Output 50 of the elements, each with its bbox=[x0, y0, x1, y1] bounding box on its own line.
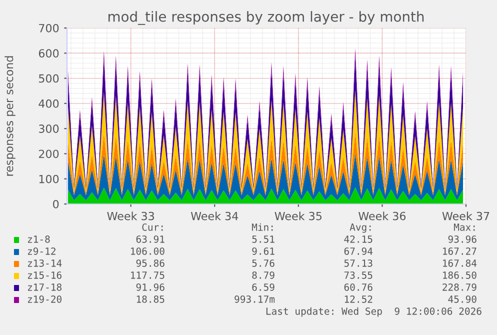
y-tick-label: 500 bbox=[39, 74, 59, 83]
text: 73.55 bbox=[344, 271, 372, 279]
text: 6.59 bbox=[252, 283, 274, 291]
text: 228.79 bbox=[442, 283, 476, 291]
x-tick-label: Week 35 bbox=[274, 212, 322, 220]
text: 117.75 bbox=[131, 272, 164, 279]
text: 106.00 bbox=[131, 247, 164, 255]
text: 95.86 bbox=[136, 259, 164, 267]
text: Cur: bbox=[142, 223, 163, 231]
text: Last update: Wed Sep 9 12:00:06 2026 bbox=[266, 307, 482, 317]
text: 91.96 bbox=[136, 283, 164, 291]
text: 12.52 bbox=[344, 295, 372, 303]
text: 5.76 bbox=[252, 259, 274, 267]
x-tick-label: Week 36 bbox=[358, 212, 406, 220]
y-tick-label: 200 bbox=[38, 150, 59, 158]
text: Avg: bbox=[350, 224, 371, 233]
y-axis-title: responses per second bbox=[4, 56, 16, 176]
y-tick-label: 300 bbox=[39, 124, 59, 133]
y-tick-label: 100 bbox=[39, 174, 59, 184]
text: 45.90 bbox=[448, 295, 476, 303]
text: 167.27 bbox=[443, 247, 476, 255]
x-tick-label: Week 33 bbox=[107, 212, 154, 220]
text: 5.51 bbox=[252, 236, 274, 243]
y-tick-label: 600 bbox=[38, 49, 59, 58]
text: 42.15 bbox=[344, 235, 372, 243]
text: 57.13 bbox=[344, 259, 372, 267]
text: 60.76 bbox=[344, 283, 372, 291]
text: 18.85 bbox=[136, 295, 164, 303]
y-tick-label: 0 bbox=[53, 200, 59, 208]
legend-label: z17-18 bbox=[28, 283, 62, 291]
text: 9.61 bbox=[252, 247, 274, 255]
x-tick-label: Week 37 bbox=[442, 212, 490, 220]
y-tick-label: 400 bbox=[38, 99, 59, 108]
chart-title: mod_tile responses by zoom layer - by month bbox=[108, 11, 424, 25]
x-tick-label: Week 34 bbox=[190, 212, 238, 220]
text: 186.50 bbox=[443, 271, 476, 279]
legend-label: z15-16 bbox=[28, 271, 62, 279]
text: Min: bbox=[252, 223, 273, 231]
text: 8.79 bbox=[252, 271, 274, 279]
legend-label: z9-12 bbox=[28, 247, 56, 255]
text: Max: bbox=[454, 224, 475, 231]
legend-label: z1-8 bbox=[28, 235, 50, 243]
text: 63.91 bbox=[136, 235, 164, 243]
text: 167.84 bbox=[443, 259, 477, 267]
text: 67.94 bbox=[344, 247, 373, 255]
legend-label: z19-20 bbox=[28, 295, 62, 303]
text: 993.17m bbox=[234, 295, 275, 303]
y-tick-label: 700 bbox=[39, 24, 59, 32]
text: 93.96 bbox=[448, 235, 476, 243]
legend-label: z13-14 bbox=[28, 259, 62, 267]
